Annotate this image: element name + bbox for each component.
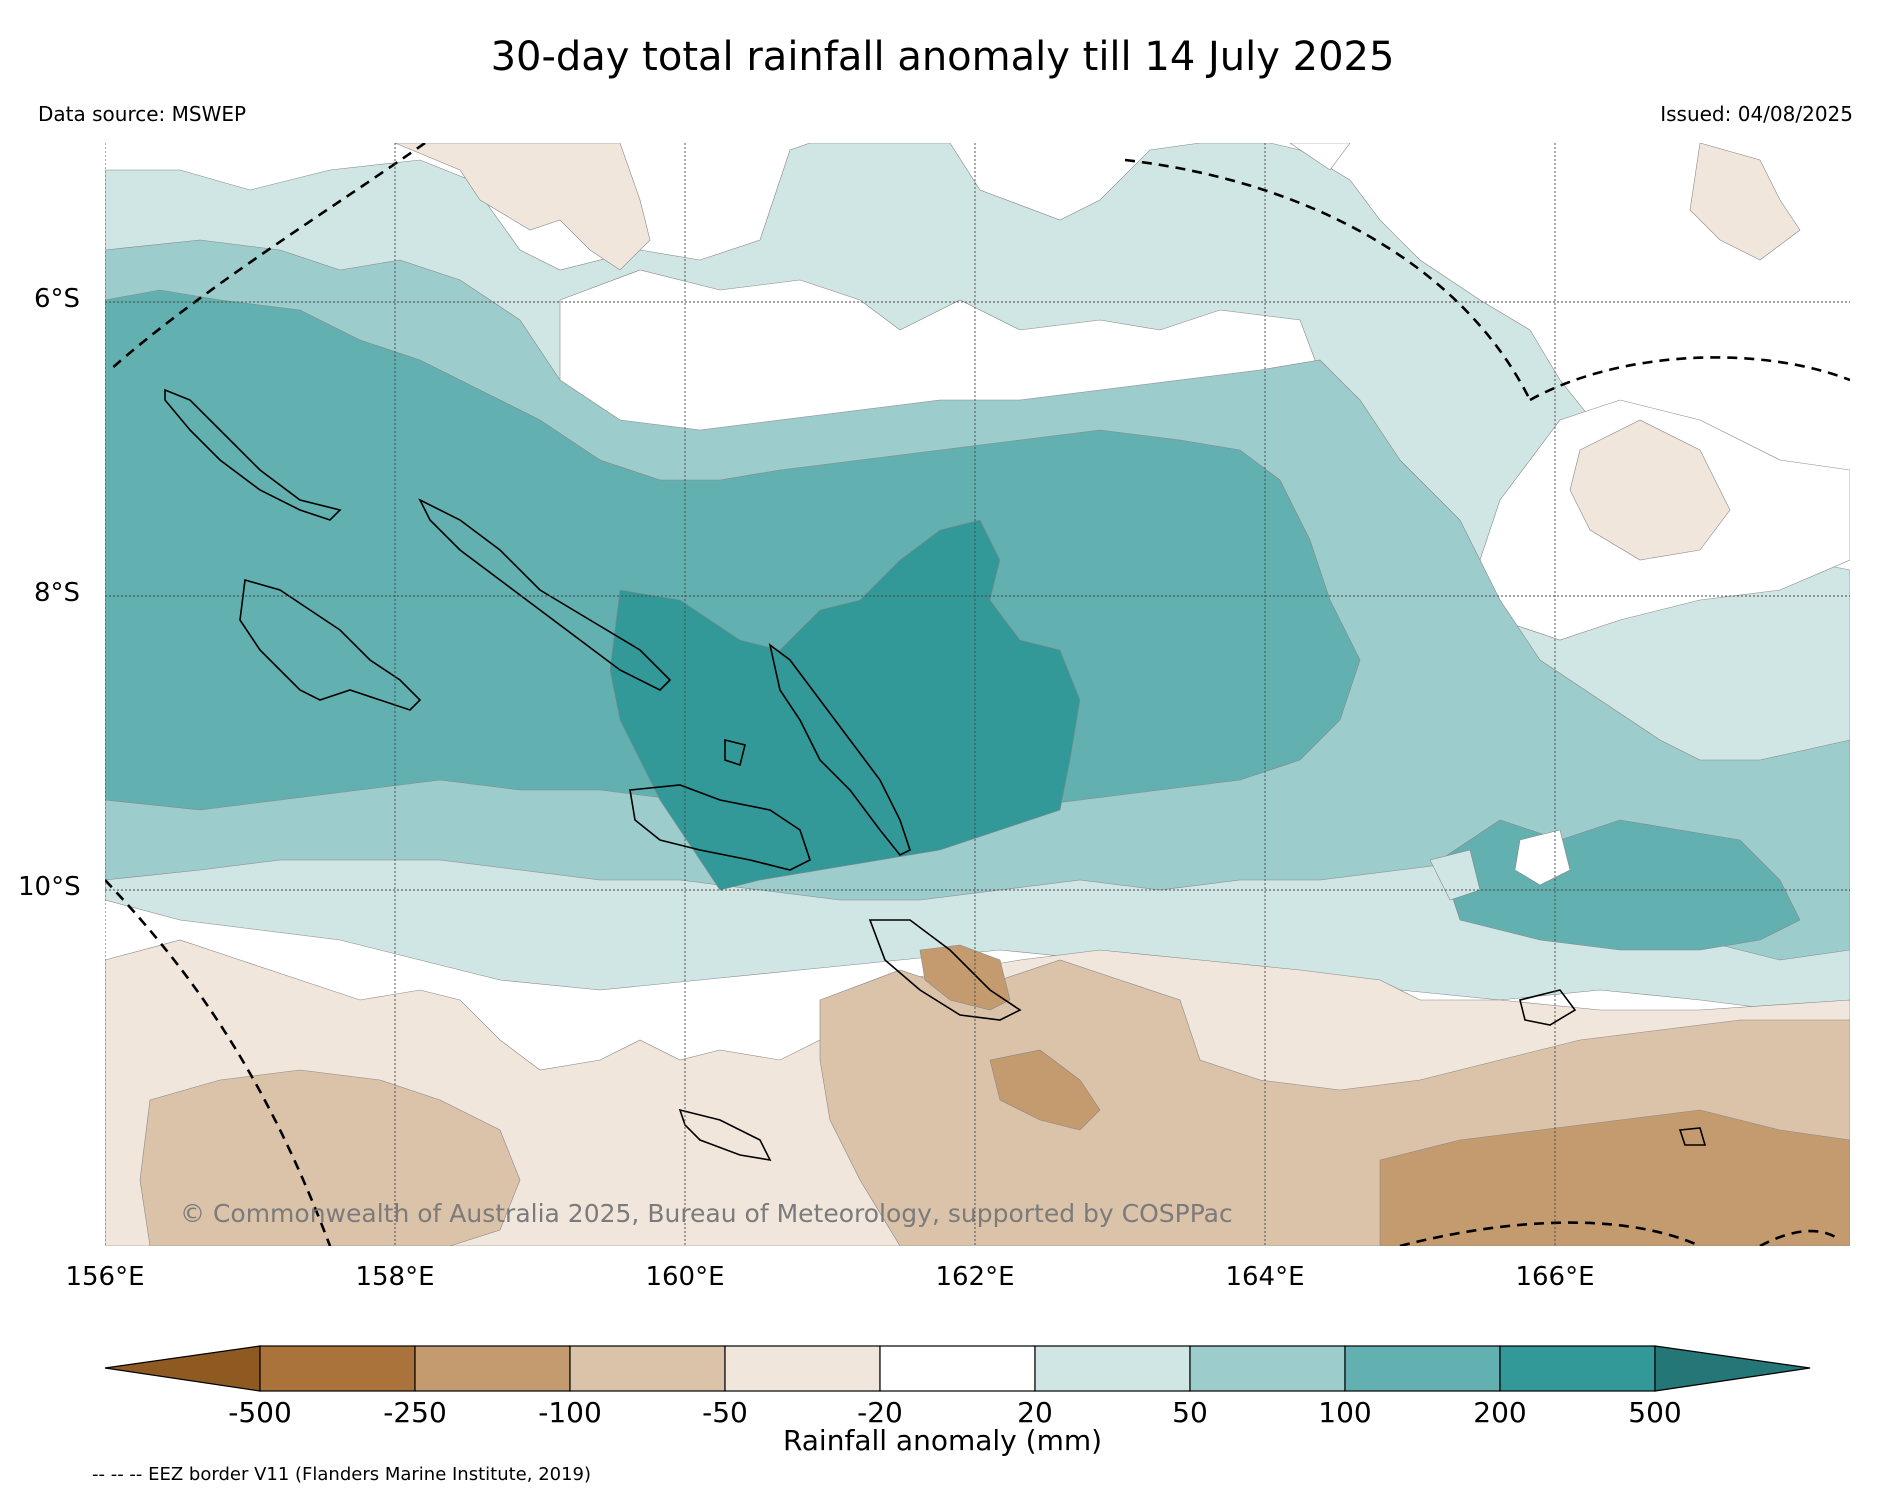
colorbar-tick: 500	[1628, 1396, 1682, 1429]
eez-border-lines	[105, 143, 1850, 1246]
lat-label-6s: 6°S	[34, 284, 81, 314]
colorbar-tick: -100	[538, 1396, 602, 1429]
colorbar-tick: 100	[1318, 1396, 1372, 1429]
lat-label-8s: 8°S	[34, 578, 81, 608]
colorbar	[104, 1345, 1811, 1392]
colorbar-bin	[259, 1345, 416, 1392]
lon-label-158e: 158°E	[355, 1262, 435, 1292]
colorbar-bin	[569, 1345, 726, 1392]
eez-legend-note: -- -- -- EEZ border V11 (Flanders Marine…	[92, 1464, 592, 1485]
map-title: 30-day total rainfall anomaly till 14 Ju…	[490, 34, 1395, 80]
colorbar-extend-high	[1654, 1345, 1811, 1392]
colorbar-bin	[879, 1345, 1036, 1392]
data-source-label: Data source: MSWEP	[38, 102, 247, 126]
issued-date-label: Issued: 04/08/2025	[1660, 102, 1853, 126]
anomaly-zone-minus100-minus250	[919, 944, 1850, 1246]
lon-label-162e: 162°E	[935, 1262, 1015, 1292]
colorbar-tick: 20	[1017, 1396, 1053, 1429]
colorbar-bin	[1499, 1345, 1656, 1392]
colorbar-bin	[1344, 1345, 1501, 1392]
colorbar-bin	[724, 1345, 881, 1392]
colorbar-bin	[1034, 1345, 1191, 1392]
anomaly-zone-200-500	[609, 519, 1081, 891]
copyright-watermark: © Commonwealth of Australia 2025, Bureau…	[180, 1199, 1233, 1228]
colorbar-label: Rainfall anomaly (mm)	[782, 1424, 1103, 1457]
colorbar-extend-low	[104, 1345, 261, 1392]
lon-label-164e: 164°E	[1225, 1262, 1305, 1292]
colorbar-tick: 50	[1172, 1396, 1208, 1429]
colorbar-tick: 200	[1473, 1396, 1527, 1429]
colorbar-bin	[414, 1345, 571, 1392]
map-gridlines	[105, 143, 1850, 1246]
colorbar-tick: -20	[857, 1396, 903, 1429]
colorbar-tick: -500	[228, 1396, 292, 1429]
colorbar-bin	[1189, 1345, 1346, 1392]
lat-label-10s: 10°S	[18, 872, 81, 902]
lon-label-156e: 156°E	[65, 1262, 145, 1292]
colorbar-tick: -50	[702, 1396, 748, 1429]
lon-label-160e: 160°E	[645, 1262, 725, 1292]
colorbar-tick: -250	[383, 1396, 447, 1429]
lon-label-166e: 166°E	[1515, 1262, 1595, 1292]
